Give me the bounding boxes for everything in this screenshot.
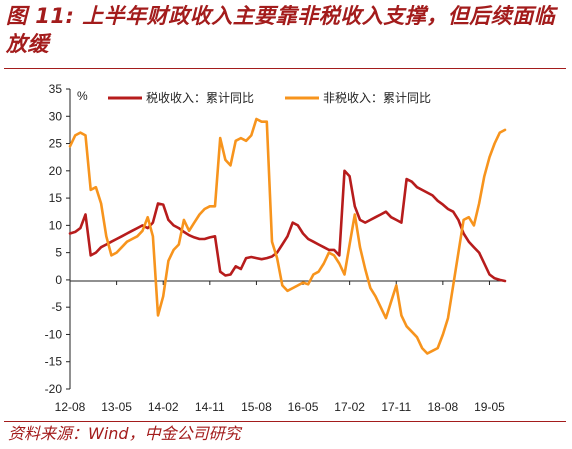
y-tick-label: 20	[49, 164, 63, 178]
y-tick-label: 0	[55, 273, 62, 287]
series-line-2	[68, 117, 507, 355]
legend-label-2: 非税收入：累计同比	[323, 91, 431, 105]
x-tick-label: 16-05	[288, 400, 319, 414]
chart-title: 图 11: 上半年财政收入主要靠非税收入支撑，但后续面临放缓	[6, 4, 556, 56]
y-tick-label: 10	[49, 218, 63, 232]
x-tick-label: 15-08	[241, 400, 272, 414]
series-lines	[68, 117, 507, 355]
y-tick-label: 35	[49, 82, 63, 96]
y-axis-unit-label: %	[77, 89, 88, 103]
title-divider	[4, 68, 566, 69]
y-tick-label: -5	[51, 300, 62, 314]
x-tick-label: 14-02	[148, 400, 179, 414]
x-tick-label: 12-08	[55, 400, 86, 414]
y-axis-ticks: 35 30 25 20 15 10 5 0 -5 -10 -15 -20	[45, 82, 70, 396]
source-note: 资料来源：Wind，中金公司研究	[8, 424, 241, 443]
x-tick-label: 13-05	[101, 400, 132, 414]
series-line-1	[68, 169, 507, 283]
x-tick-label: 18-08	[428, 400, 459, 414]
legend: 税收收入：累计同比 非税收入：累计同比	[108, 91, 431, 105]
y-tick-label: 5	[55, 246, 62, 260]
x-tick-label: 17-11	[381, 400, 411, 414]
y-tick-label: 30	[49, 109, 63, 123]
y-tick-label: -10	[45, 327, 63, 341]
x-tick-label: 14-11	[195, 400, 225, 414]
y-tick-label: 25	[49, 137, 63, 151]
x-tick-label: 19-05	[474, 400, 505, 414]
y-tick-label: -15	[45, 355, 63, 369]
x-tick-label: 17-02	[334, 400, 365, 414]
y-tick-label: 15	[49, 191, 63, 205]
x-axis-ticks: 12-08 13-05 14-02 14-11 15-08 16-05 17-02 17-11…	[55, 281, 505, 414]
legend-label-1: 税收收入：累计同比	[146, 91, 254, 105]
source-divider	[4, 421, 566, 422]
y-tick-label: -20	[45, 382, 63, 396]
